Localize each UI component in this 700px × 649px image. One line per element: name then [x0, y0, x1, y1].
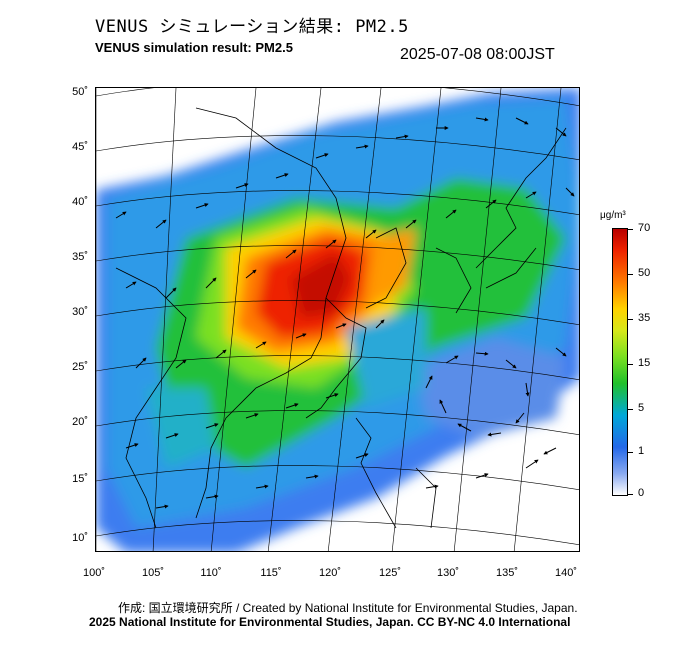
colorbar-tick	[627, 494, 633, 495]
colorbar-label-5: 5	[638, 402, 645, 414]
colorbar-tick	[627, 364, 633, 365]
lon-label-115: 115˚	[260, 567, 282, 579]
colorbar-tick	[627, 452, 633, 453]
pm25-map	[95, 87, 580, 552]
title-english: VENUS simulation result: PM2.5	[95, 40, 293, 55]
credit-english: 2025 National Institute for Environmenta…	[89, 615, 571, 629]
lon-label-100: 100˚	[82, 567, 106, 579]
colorbar-label-70: 70	[638, 222, 651, 234]
colorbar-tick	[627, 229, 633, 230]
title-japanese: VENUS シミュレーション結果: PM2.5	[95, 17, 409, 37]
colorbar-label-0: 0	[638, 487, 645, 499]
graticule	[96, 88, 579, 551]
lon-label-110: 110˚	[200, 567, 222, 579]
colorbar-label-50: 50	[638, 267, 651, 279]
timestamp: 2025-07-08 08:00JST	[400, 46, 555, 63]
wind-vectors	[115, 117, 575, 509]
lat-label-50: 50˚	[72, 86, 88, 98]
lat-label-10: 10˚	[72, 532, 88, 544]
lat-label-15: 15˚	[72, 473, 88, 485]
concentration-field	[96, 88, 579, 551]
colorbar-label-15: 15	[638, 357, 651, 369]
colorbar	[612, 228, 628, 496]
colorbar-unit: μg/m³	[600, 210, 626, 221]
lat-label-45: 45˚	[72, 141, 88, 153]
lon-label-135: 135˚	[495, 567, 519, 579]
lon-label-125: 125˚	[378, 567, 402, 579]
lon-label-130: 130˚	[436, 567, 460, 579]
lat-label-40: 40˚	[72, 196, 88, 208]
lat-label-30: 30˚	[72, 306, 88, 318]
colorbar-label-35: 35	[638, 312, 651, 324]
lat-label-20: 20˚	[72, 416, 88, 428]
colorbar-tick	[627, 319, 633, 320]
credit-japanese: 作成: 国立環境研究所 / Created by National Instit…	[118, 601, 578, 615]
coastlines	[115, 107, 567, 529]
lon-label-120: 120˚	[318, 567, 342, 579]
colorbar-tick	[627, 409, 633, 410]
lon-label-140: 140˚	[554, 567, 578, 579]
colorbar-label-1: 1	[638, 445, 645, 457]
colorbar-tick	[627, 274, 633, 275]
map-canvas	[96, 88, 579, 551]
lon-label-105: 105˚	[141, 567, 165, 579]
lat-label-35: 35˚	[72, 251, 88, 263]
lat-label-25: 25˚	[72, 361, 88, 373]
